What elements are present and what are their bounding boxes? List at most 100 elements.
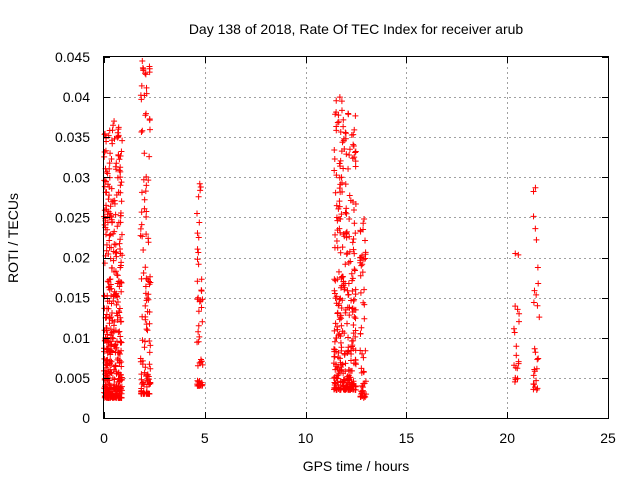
- data-point: [110, 122, 117, 129]
- data-point: [110, 322, 117, 329]
- data-point: [346, 151, 353, 158]
- data-point: [196, 180, 203, 187]
- data-point: [114, 223, 121, 230]
- data-point: [147, 365, 154, 372]
- data-point: [106, 298, 113, 305]
- data-point: [109, 264, 116, 271]
- data-point: [362, 249, 369, 256]
- y-tick-label: 0.005: [55, 370, 90, 386]
- data-point: [118, 198, 125, 205]
- data-point: [359, 350, 366, 357]
- data-point: [534, 356, 541, 363]
- data-point: [137, 92, 144, 99]
- data-point: [343, 229, 350, 236]
- data-point: [335, 382, 342, 389]
- data-point: [114, 312, 121, 319]
- data-points: [101, 58, 543, 401]
- data-point: [352, 148, 359, 155]
- data-point: [118, 288, 125, 295]
- data-point: [194, 256, 201, 263]
- data-point: [142, 290, 149, 297]
- data-point: [342, 280, 349, 287]
- data-point: [340, 116, 347, 123]
- data-point: [143, 275, 150, 282]
- data-point: [343, 251, 350, 258]
- data-point: [142, 283, 149, 290]
- data-point: [512, 250, 519, 257]
- data-point: [515, 251, 522, 258]
- data-point: [338, 305, 345, 312]
- data-point: [532, 225, 539, 232]
- data-point: [345, 259, 352, 266]
- data-point: [197, 187, 204, 194]
- data-point: [196, 382, 203, 389]
- data-point: [107, 382, 114, 389]
- data-point: [331, 276, 338, 283]
- data-point: [118, 148, 125, 155]
- data-point: [111, 135, 118, 142]
- data-point: [107, 150, 114, 157]
- data-point: [112, 342, 119, 349]
- data-point: [351, 313, 358, 320]
- data-point: [332, 320, 339, 327]
- data-point: [197, 358, 204, 365]
- data-point: [143, 321, 150, 328]
- data-point: [198, 287, 205, 294]
- data-point: [112, 211, 119, 218]
- data-point: [103, 346, 110, 353]
- data-point: [113, 392, 120, 399]
- data-point: [114, 298, 121, 305]
- data-point: [337, 295, 344, 302]
- data-point: [116, 351, 123, 358]
- data-point: [360, 299, 367, 306]
- data-point: [139, 58, 146, 65]
- data-point: [333, 123, 340, 130]
- data-point: [336, 355, 343, 362]
- data-point: [143, 213, 150, 220]
- data-point: [337, 249, 344, 256]
- data-point: [196, 333, 203, 340]
- data-point: [104, 356, 111, 363]
- data-point: [118, 339, 125, 346]
- data-point: [107, 357, 114, 364]
- data-point: [357, 289, 364, 296]
- data-point: [110, 393, 117, 400]
- data-point: [106, 320, 113, 327]
- x-tick-label: 5: [201, 430, 209, 446]
- data-point: [532, 184, 539, 191]
- data-point: [196, 219, 203, 226]
- y-tick-label: 0.025: [55, 209, 90, 225]
- data-point: [352, 158, 359, 165]
- x-tick-label: 20: [499, 430, 515, 446]
- data-point: [143, 231, 150, 238]
- data-point: [345, 111, 352, 118]
- data-point: [352, 357, 359, 364]
- data-point: [117, 250, 124, 257]
- data-point: [350, 236, 357, 243]
- data-point: [103, 189, 110, 196]
- data-point: [113, 338, 120, 345]
- data-point: [331, 167, 338, 174]
- data-point: [109, 334, 116, 341]
- data-point: [342, 309, 349, 316]
- data-point: [194, 246, 201, 253]
- data-point: [113, 166, 120, 173]
- data-point: [107, 326, 114, 333]
- y-tick-label: 0.035: [55, 129, 90, 145]
- data-point: [333, 172, 340, 179]
- data-point: [116, 305, 123, 312]
- data-point: [338, 107, 345, 114]
- data-point: [346, 146, 353, 153]
- data-point: [196, 298, 203, 305]
- data-point: [195, 234, 202, 241]
- data-point: [352, 315, 359, 322]
- y-tick-label: 0.01: [63, 330, 90, 346]
- data-point: [104, 278, 111, 285]
- data-point: [358, 262, 365, 269]
- data-point: [335, 112, 342, 119]
- data-point: [352, 149, 359, 156]
- data-point: [116, 394, 123, 401]
- data-point: [147, 342, 154, 349]
- data-point: [330, 360, 337, 367]
